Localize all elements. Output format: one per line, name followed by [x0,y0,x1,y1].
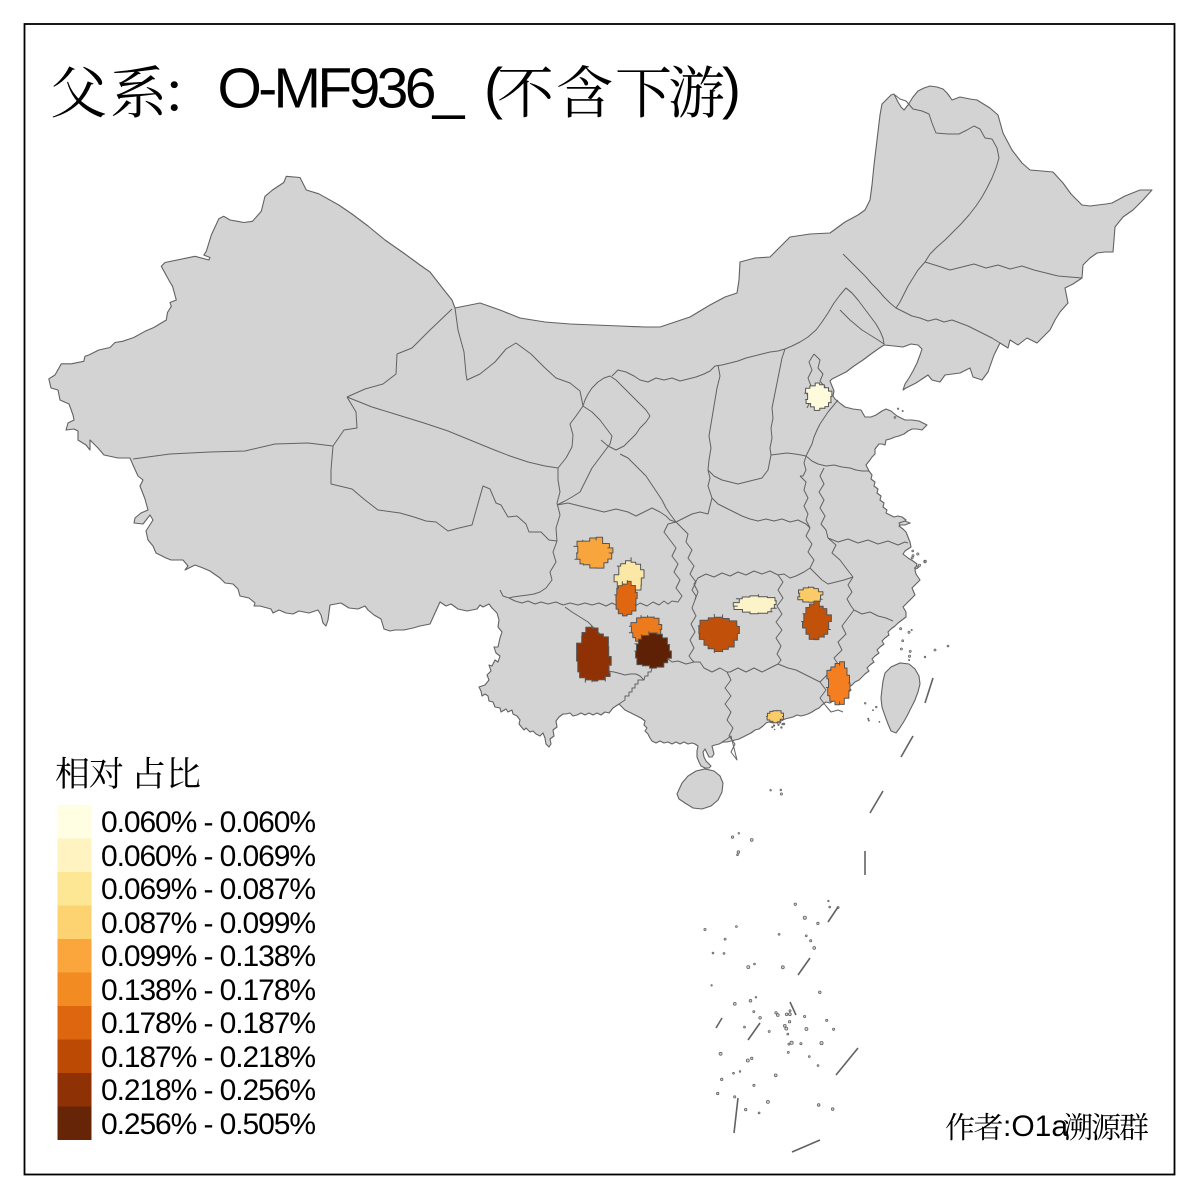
svg-text:0.218% - 0.256%: 0.218% - 0.256% [101,1074,316,1107]
svg-text:0.060% - 0.069%: 0.060% - 0.069% [101,840,316,873]
svg-text:(: ( [484,57,503,121]
svg-text:0.187% - 0.218%: 0.187% - 0.218% [101,1041,316,1074]
svg-text:0.060% - 0.060%: 0.060% - 0.060% [101,806,316,839]
svg-text:O-MF936_: O-MF936_ [218,57,466,121]
svg-text:0.178% - 0.187%: 0.178% - 0.187% [101,1007,316,1040]
svg-text::O1a: :O1a [1003,1110,1068,1143]
svg-text:0.256% - 0.505%: 0.256% - 0.505% [101,1108,316,1141]
svg-text:0.087% - 0.099%: 0.087% - 0.099% [101,907,316,940]
svg-text:): ) [722,57,741,121]
svg-text:0.138% - 0.178%: 0.138% - 0.178% [101,974,316,1007]
svg-text:0.099% - 0.138%: 0.099% - 0.138% [101,940,316,973]
svg-text:0.069% - 0.087%: 0.069% - 0.087% [101,873,316,906]
